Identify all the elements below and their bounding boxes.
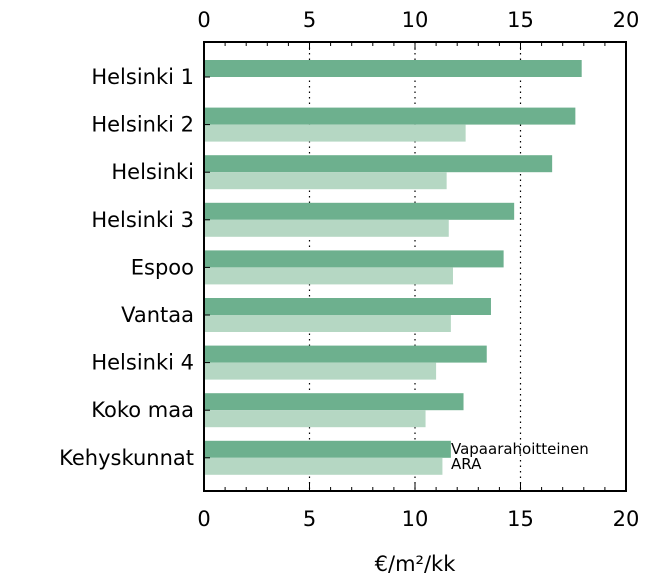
x-tick-label-bottom: 15 [507, 507, 534, 531]
category-label: Helsinki 2 [91, 113, 194, 137]
category-label: Helsinki [111, 160, 194, 184]
x-tick-label-top: 5 [303, 8, 316, 32]
bar-secondary [204, 267, 453, 285]
bar-primary [204, 440, 451, 458]
x-tick-label-bottom: 5 [303, 507, 316, 531]
x-tick-label-top: 10 [402, 8, 429, 32]
x-tick-label-top: 15 [507, 8, 534, 32]
tick-marks [203, 42, 627, 491]
legend-label: ARA [451, 455, 482, 473]
bar-secondary [204, 124, 466, 142]
category-label: Koko maa [91, 398, 194, 422]
bottom-axis-tick-labels: 0 5 10 15 20 [197, 507, 639, 531]
x-axis-title: €/m²/kk [375, 552, 457, 576]
bar-secondary [204, 410, 426, 428]
bar-primary [204, 298, 491, 315]
x-tick-label-top: 0 [197, 8, 210, 32]
bar-primary [204, 345, 487, 363]
legend-label: Vapaarahoitteinen [451, 440, 589, 458]
x-tick-label-top: 20 [613, 8, 640, 32]
bar-secondary [204, 172, 447, 190]
bar-primary [204, 60, 582, 77]
bar-primary [204, 155, 553, 173]
x-tick-label-bottom: 10 [402, 507, 429, 531]
bars [204, 60, 582, 475]
category-label: Helsinki 3 [91, 208, 194, 232]
bar-primary [204, 250, 504, 268]
x-tick-label-bottom: 0 [197, 507, 210, 531]
bar-primary [204, 202, 515, 220]
category-label: Vantaa [121, 303, 194, 327]
bar-secondary [204, 315, 451, 332]
bar-primary [204, 393, 464, 411]
x-tick-label-bottom: 20 [613, 507, 640, 531]
category-label: Helsinki 4 [91, 351, 194, 375]
bar-secondary [204, 362, 437, 380]
category-labels: Helsinki 1 Helsinki 2 Helsinki Helsinki 3 Es… [59, 65, 210, 470]
top-axis-tick-labels: 0 5 10 15 20 [197, 8, 639, 32]
category-label: Kehyskunnat [59, 446, 194, 470]
bar-secondary [204, 457, 443, 475]
bar-secondary [204, 219, 449, 237]
category-label: Helsinki 1 [91, 65, 194, 89]
category-label: Espoo [131, 255, 194, 279]
bar-primary [204, 107, 576, 125]
